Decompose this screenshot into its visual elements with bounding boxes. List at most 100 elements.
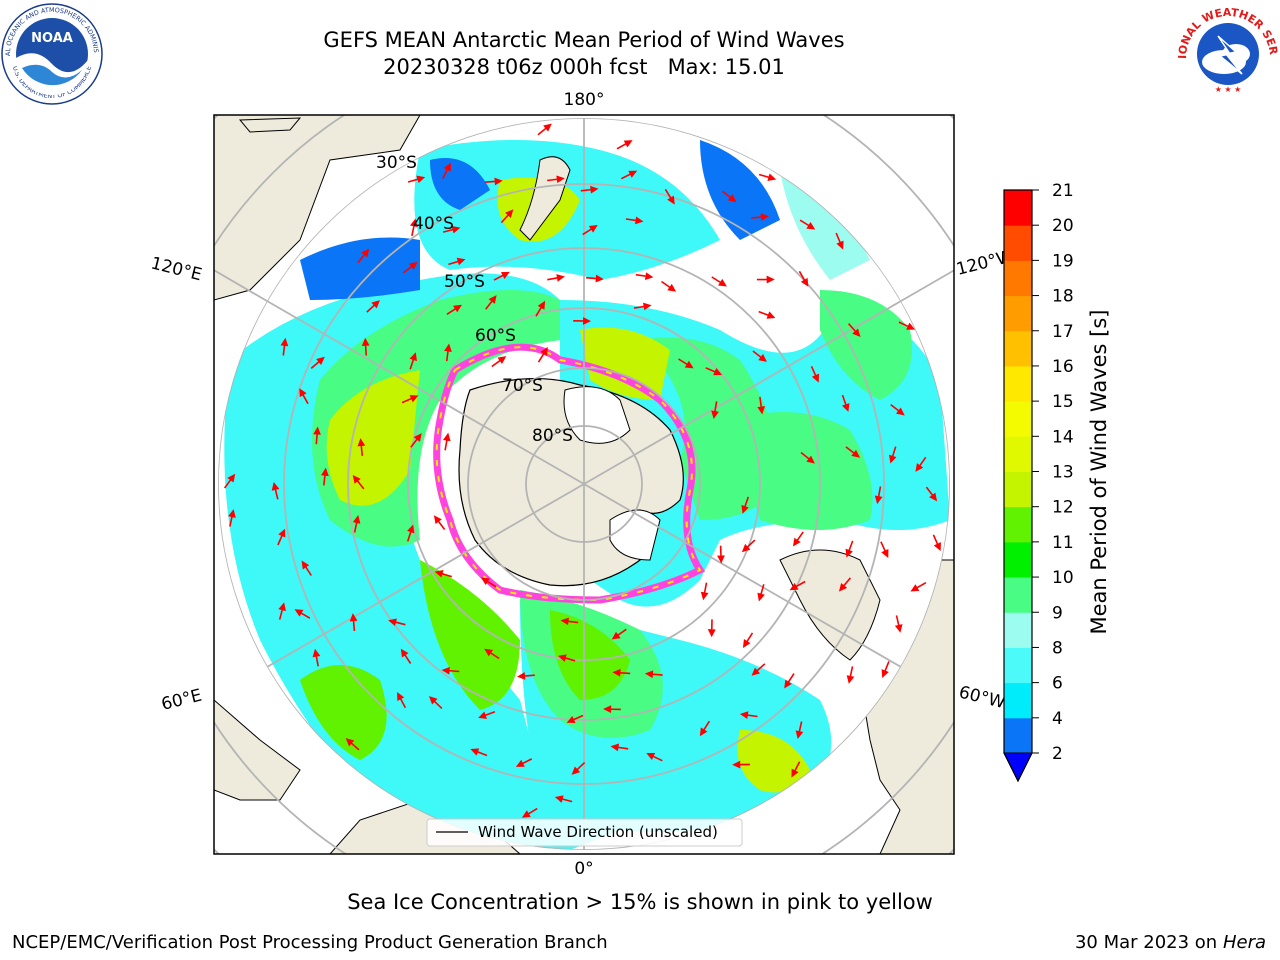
wave-direction-arrow (800, 451, 815, 464)
wind-wave-arrows (223, 123, 941, 818)
wave-direction-arrow (537, 123, 552, 136)
wave-direction-arrow (521, 807, 538, 818)
map-frame-border (213, 114, 955, 855)
wave-direction-arrow (880, 541, 889, 558)
wave-direction-arrow (791, 761, 801, 778)
wave-direction-arrow (792, 531, 804, 547)
wave-direction-arrow (898, 321, 916, 330)
host-text: Hera (1222, 932, 1266, 953)
wave-direction-arrow (442, 225, 461, 234)
wave-direction-arrow (433, 515, 446, 530)
lon-label-0: 0° (574, 859, 593, 879)
wave-direction-arrow (573, 317, 592, 325)
wave-direction-arrow (756, 275, 775, 284)
colorbar-tick-label: 15 (1052, 392, 1074, 412)
wave-direction-arrow (557, 654, 576, 662)
wave-direction-arrow (881, 661, 890, 678)
wave-direction-arrow (838, 577, 852, 592)
wave-direction-arrow (890, 403, 905, 416)
chart-subtitle: 20230328 t06z 000h fcst Max: 15.01 (383, 55, 785, 79)
wave-direction-arrow (889, 446, 897, 464)
wave-direction-arrow (711, 401, 719, 419)
wave-direction-arrow (470, 748, 488, 757)
lat-label-60s: 60°S (475, 326, 516, 346)
wave-direction-arrow (915, 456, 927, 472)
wave-direction-arrow (484, 648, 500, 660)
wave-direction-arrow (400, 648, 412, 664)
wave-direction-arrow (485, 295, 497, 310)
colorbar-segment (1004, 612, 1032, 648)
wave-direction-arrow (566, 714, 584, 724)
colorbar-segment (1004, 190, 1032, 226)
colorbar-border (1003, 189, 1033, 783)
wave-direction-arrow (799, 219, 816, 230)
colorbar-tick-label: 18 (1052, 287, 1074, 307)
colorbar-tick-label: 13 (1052, 463, 1074, 483)
wave-direction-arrow (722, 190, 737, 203)
wave-direction-arrow (625, 216, 644, 225)
wave-direction-arrow (537, 347, 548, 363)
credit-text: NCEP/EMC/Verification Post Processing Pr… (12, 932, 608, 953)
wave-direction-arrow (616, 140, 633, 150)
wave-direction-arrow (646, 753, 663, 762)
colorbar-segment (1004, 682, 1032, 719)
wave-direction-arrow (789, 580, 806, 591)
wave-direction-arrow (560, 617, 579, 626)
wave-direction-arrow (352, 474, 365, 490)
wave-direction-arrow (515, 758, 533, 767)
wave-direction-arrow (517, 672, 535, 680)
wave-direction-arrow (366, 300, 380, 313)
wave-direction-arrow (491, 356, 507, 368)
wave-direction-arrow (610, 743, 629, 752)
wave-direction-arrow (406, 524, 415, 542)
colorbar-label: Mean Period of Wind Waves [s] (1087, 310, 1111, 635)
colorbar-segment (1004, 471, 1032, 508)
wave-direction-arrow (357, 438, 366, 456)
wave-direction-arrow (535, 300, 546, 317)
wave-direction-arrow (635, 272, 654, 280)
svg-text:★ ★ ★: ★ ★ ★ (1215, 85, 1242, 94)
wave-direction-arrow (313, 426, 321, 445)
colorbar-segment (1004, 577, 1032, 613)
lat-label-70s: 70°S (502, 376, 543, 396)
colorbar-segment (1004, 401, 1032, 437)
lat-label-40s: 40°S (413, 214, 454, 234)
wave-direction-arrow (441, 666, 460, 675)
wave-direction-arrow (751, 663, 766, 676)
wave-direction-arrow (321, 467, 329, 486)
wave-direction-arrow (835, 232, 844, 250)
colorbar-tick-label: 8 (1052, 638, 1063, 658)
colorbar-tick-label: 20 (1052, 216, 1074, 236)
nws-logo-icon: NATIONAL WEATHER SERVICE ★ ★ ★ (1178, 2, 1278, 98)
wave-direction-arrow (280, 337, 289, 356)
wave-direction-arrow (409, 352, 417, 370)
wave-direction-arrow (401, 395, 419, 404)
wave-direction-arrow (752, 350, 767, 362)
colorbar-tick-label: 2 (1052, 744, 1063, 764)
wave-direction-arrow (732, 760, 751, 769)
wave-direction-arrow (480, 577, 497, 588)
wave-direction-arrow (434, 570, 453, 578)
wave-direction-arrow (874, 486, 883, 505)
wave-direction-arrow (757, 584, 765, 602)
wave-direction-arrow (428, 696, 443, 709)
wave-direction-arrow (410, 433, 422, 448)
graticule (218, 118, 950, 850)
wave-direction-arrow (547, 274, 565, 282)
wave-direction-arrow (758, 310, 776, 319)
wave-direction-arrow (301, 560, 312, 576)
wave-direction-arrow (910, 582, 927, 592)
wave-direction-arrow (661, 280, 677, 292)
wave-direction-arrow (352, 514, 361, 533)
wave-direction-arrow (894, 615, 903, 633)
wave-direction-arrow (571, 762, 586, 775)
colorbar-extend-arrow (1003, 752, 1033, 783)
wave-direction-arrow (586, 274, 604, 283)
colorbar-segment (1004, 365, 1032, 402)
wave-direction-arrow (758, 173, 777, 182)
lat-label-50s: 50°S (444, 272, 485, 292)
wave-direction-arrow (644, 670, 663, 679)
colorbar-tick-label: 17 (1052, 322, 1074, 342)
lon-label-120e: 120°E (149, 253, 204, 285)
